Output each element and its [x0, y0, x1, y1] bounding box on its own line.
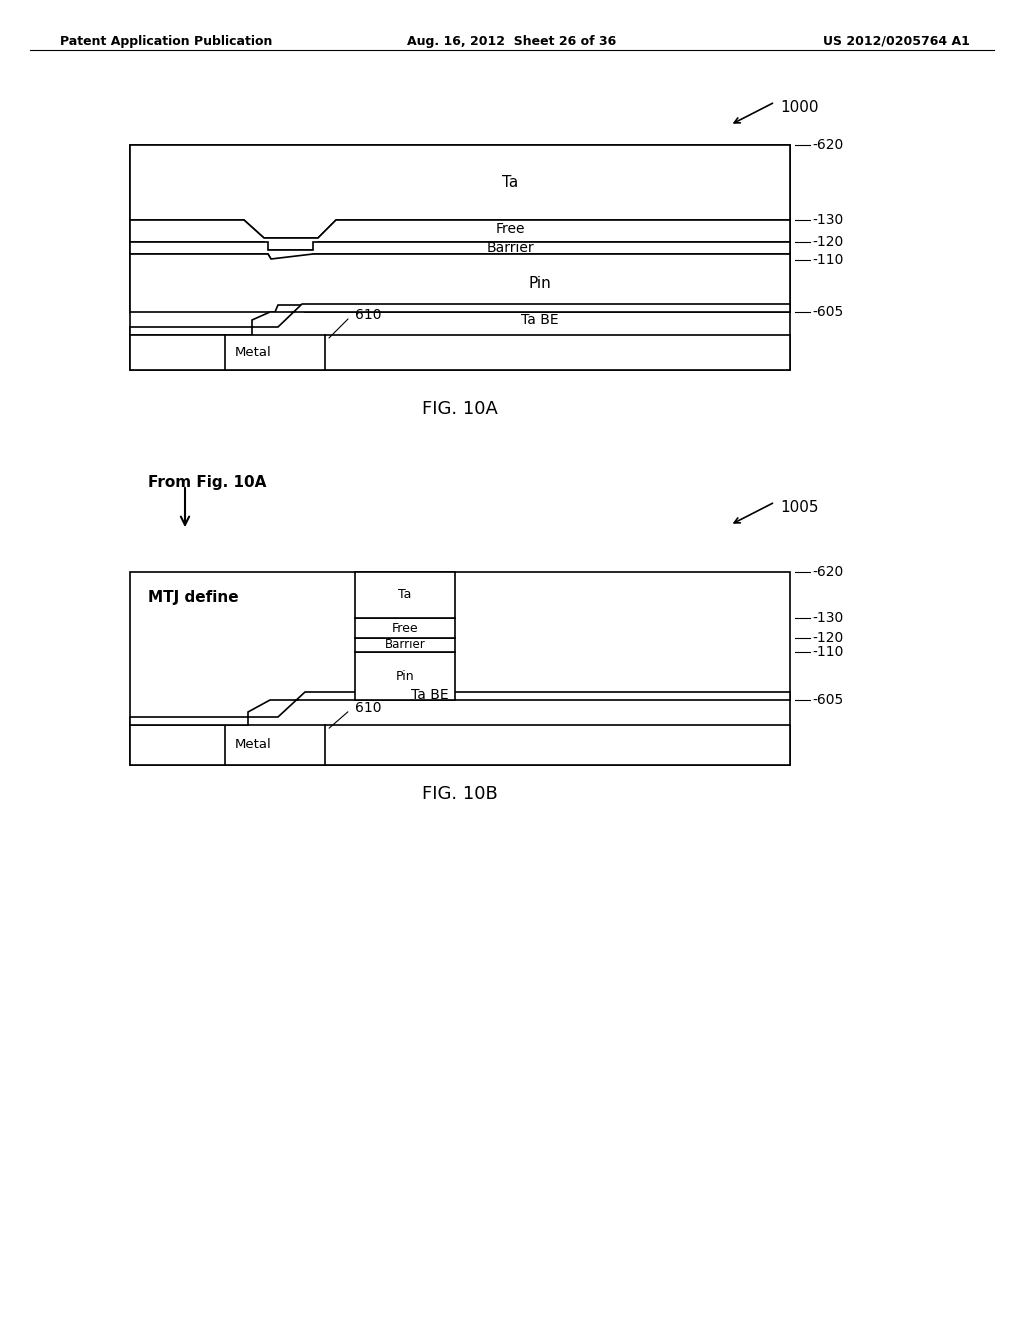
Text: Free: Free: [496, 222, 524, 236]
Text: -620: -620: [812, 565, 843, 579]
Text: 610: 610: [355, 308, 382, 322]
Text: 610: 610: [355, 701, 382, 715]
Text: 1005: 1005: [780, 500, 818, 515]
Text: -605: -605: [812, 693, 843, 708]
Text: Ta BE: Ta BE: [412, 688, 449, 702]
Polygon shape: [130, 242, 790, 259]
FancyBboxPatch shape: [130, 145, 790, 370]
Polygon shape: [130, 220, 790, 249]
Text: Ta: Ta: [398, 589, 412, 602]
Polygon shape: [355, 638, 455, 652]
Text: -620: -620: [812, 139, 843, 152]
Text: Barrier: Barrier: [385, 639, 425, 652]
Text: MTJ define: MTJ define: [148, 590, 239, 605]
Polygon shape: [355, 652, 455, 700]
Text: From Fig. 10A: From Fig. 10A: [148, 475, 266, 490]
Text: -110: -110: [812, 253, 844, 267]
Text: -130: -130: [812, 611, 843, 624]
Text: -120: -120: [812, 631, 843, 645]
Text: -120: -120: [812, 235, 843, 249]
Polygon shape: [355, 618, 455, 638]
Polygon shape: [130, 253, 790, 312]
Text: Free: Free: [392, 622, 419, 635]
Text: Ta BE: Ta BE: [521, 313, 559, 326]
Text: Pin: Pin: [528, 276, 551, 290]
Text: FIG. 10B: FIG. 10B: [422, 785, 498, 803]
Text: -110: -110: [812, 645, 844, 659]
Text: US 2012/0205764 A1: US 2012/0205764 A1: [823, 36, 970, 48]
Text: Patent Application Publication: Patent Application Publication: [60, 36, 272, 48]
Text: -605: -605: [812, 305, 843, 319]
Text: Pin: Pin: [395, 669, 415, 682]
Text: Barrier: Barrier: [486, 242, 534, 255]
Polygon shape: [130, 145, 790, 238]
Polygon shape: [130, 692, 790, 725]
Polygon shape: [130, 725, 790, 766]
Polygon shape: [130, 304, 790, 335]
Text: 1000: 1000: [780, 100, 818, 115]
Text: Ta: Ta: [502, 176, 518, 190]
Text: Metal: Metal: [234, 346, 271, 359]
Text: Aug. 16, 2012  Sheet 26 of 36: Aug. 16, 2012 Sheet 26 of 36: [408, 36, 616, 48]
Polygon shape: [130, 335, 790, 370]
FancyBboxPatch shape: [130, 572, 790, 766]
Polygon shape: [355, 572, 455, 618]
Text: Metal: Metal: [234, 738, 271, 751]
Text: -130: -130: [812, 213, 843, 227]
Text: FIG. 10A: FIG. 10A: [422, 400, 498, 418]
